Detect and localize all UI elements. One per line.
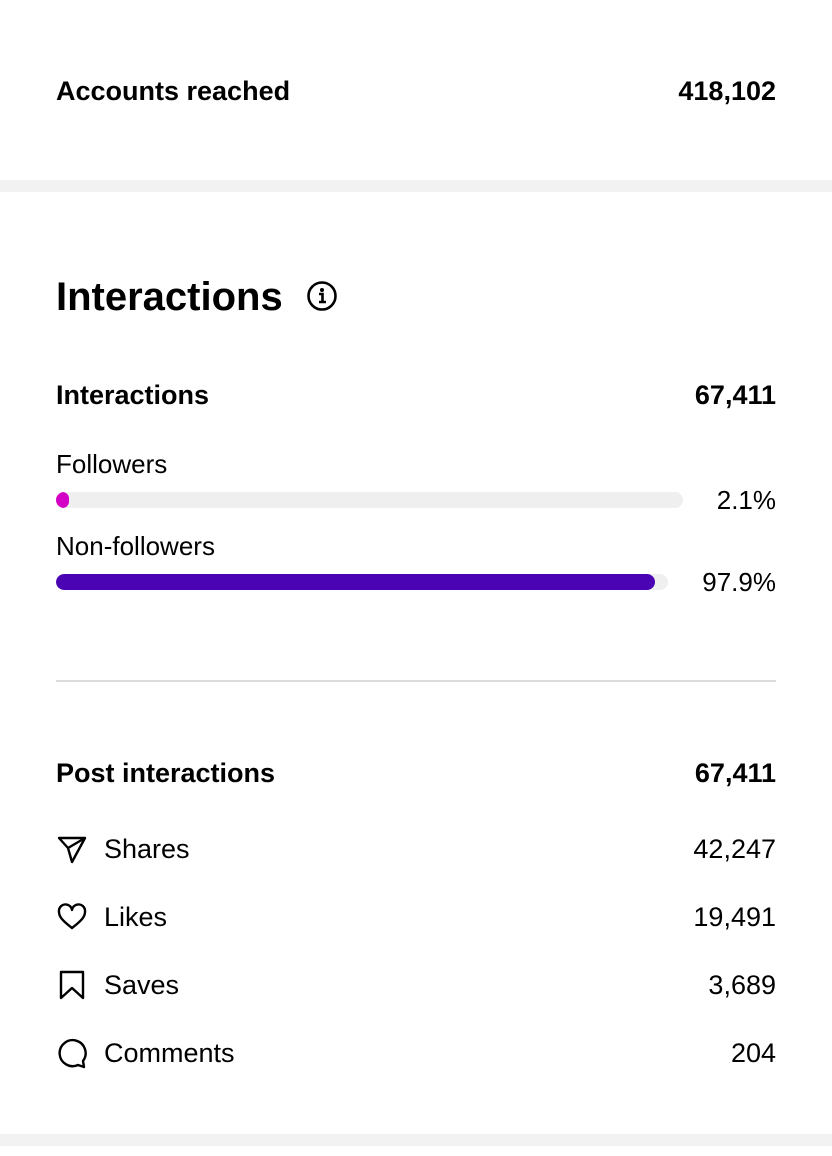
row-label: Likes bbox=[104, 901, 168, 932]
row-value: 204 bbox=[730, 1037, 776, 1068]
audience-bar-row: 2.1% bbox=[56, 485, 776, 515]
audience-label: Followers bbox=[56, 449, 168, 479]
info-icon[interactable] bbox=[306, 280, 338, 312]
heading-text: Interactions bbox=[56, 275, 283, 319]
bar-track bbox=[56, 492, 683, 508]
post-total-label: Post interactions bbox=[56, 757, 276, 788]
row-label: Saves bbox=[104, 969, 180, 1000]
likes-row: Likes 19,491 bbox=[56, 897, 776, 937]
bar-fill bbox=[56, 492, 70, 508]
post-total-row: Post interactions 67,411 bbox=[56, 753, 776, 793]
bookmark-icon bbox=[59, 970, 85, 1000]
row-value: 19,491 bbox=[693, 901, 776, 932]
heart-icon bbox=[57, 903, 87, 930]
saves-row: Saves 3,689 bbox=[56, 965, 776, 1005]
post-total-value: 67,411 bbox=[694, 757, 776, 788]
audience-label: Non-followers bbox=[56, 531, 215, 561]
percent-label: 2.1% bbox=[716, 484, 776, 515]
section-divider bbox=[0, 180, 832, 192]
reach-value: 418,102 bbox=[678, 75, 776, 106]
bar-track bbox=[56, 574, 669, 590]
comments-row: Comments 204 bbox=[56, 1033, 776, 1073]
row-value: 3,689 bbox=[708, 969, 776, 1000]
section-divider bbox=[0, 1134, 832, 1146]
comment-icon bbox=[58, 1038, 87, 1069]
reach-row: Accounts reached 418,102 bbox=[56, 71, 776, 111]
row-value: 42,247 bbox=[693, 833, 776, 864]
total-label: Interactions bbox=[56, 379, 210, 410]
shares-row: Shares 42,247 bbox=[56, 829, 776, 869]
total-value: 67,411 bbox=[694, 379, 776, 410]
audience-bar-row: 97.9% bbox=[56, 567, 776, 597]
bar-fill bbox=[56, 574, 656, 590]
reach-label: Accounts reached bbox=[56, 75, 291, 106]
row-label: Comments bbox=[104, 1037, 235, 1068]
divider-line bbox=[56, 680, 776, 682]
share-icon bbox=[57, 836, 87, 864]
percent-label: 97.9% bbox=[702, 566, 776, 597]
section-heading: Interactions bbox=[56, 270, 338, 324]
interactions-total-row: Interactions 67,411 bbox=[56, 375, 776, 415]
row-label: Shares bbox=[104, 833, 190, 864]
